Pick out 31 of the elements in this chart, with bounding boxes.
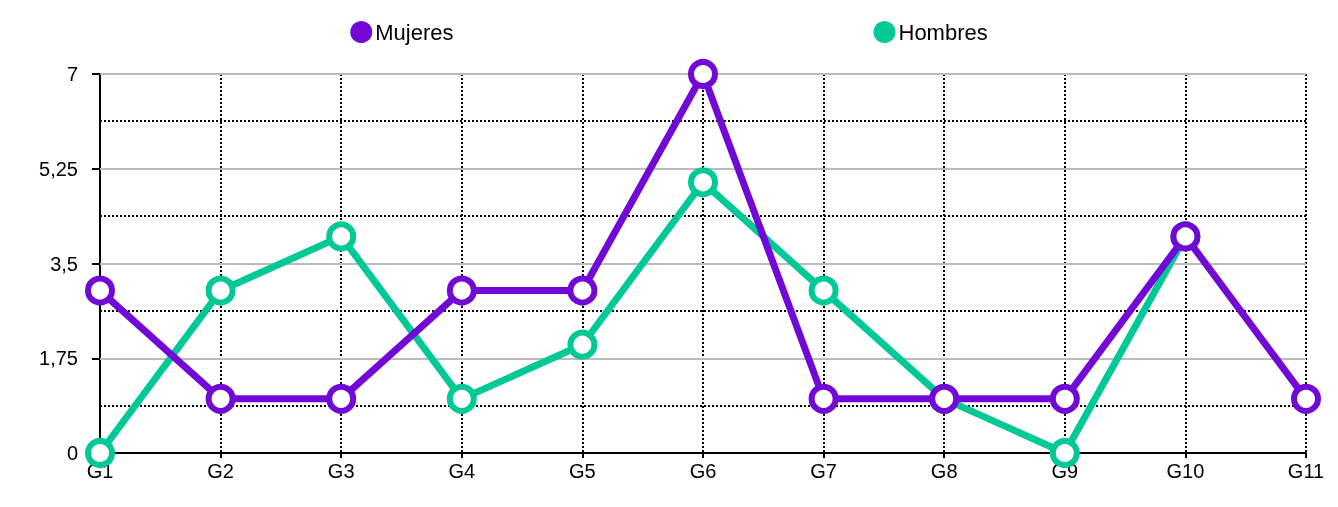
point: [446, 383, 477, 414]
x-tick-label: G11: [1287, 460, 1325, 482]
point: [85, 275, 115, 306]
legend-label: Hombres: [898, 19, 988, 45]
point: [326, 383, 357, 414]
point: [1049, 383, 1080, 414]
point: [808, 383, 839, 414]
x-tick-label: G3: [327, 460, 355, 482]
x-tick-label: G4: [448, 460, 476, 482]
y-tick-label: 0: [66, 442, 78, 464]
point: [326, 221, 357, 252]
point: [567, 329, 598, 360]
y-tick-label: 7: [66, 63, 78, 85]
x-tick-label: G2: [207, 460, 234, 482]
point: [688, 59, 718, 89]
point: [205, 275, 236, 306]
y-tick-label: 3,5: [50, 252, 78, 275]
point: [205, 383, 236, 414]
x-tick-label: G10: [1166, 460, 1205, 482]
x-tick-label: G7: [810, 460, 837, 482]
point: [446, 275, 477, 306]
x-tick-label: G6: [689, 460, 717, 482]
point: [567, 275, 598, 306]
point: [1291, 383, 1321, 414]
point: [688, 167, 718, 198]
x-tick-label: G5: [569, 460, 596, 482]
point: [808, 275, 839, 306]
y-tick-label: 1,75: [39, 347, 78, 370]
y-tick-label: 5,25: [39, 157, 78, 180]
x-tick-label: G8: [930, 460, 958, 482]
legend-label: Mujeres: [375, 19, 454, 45]
